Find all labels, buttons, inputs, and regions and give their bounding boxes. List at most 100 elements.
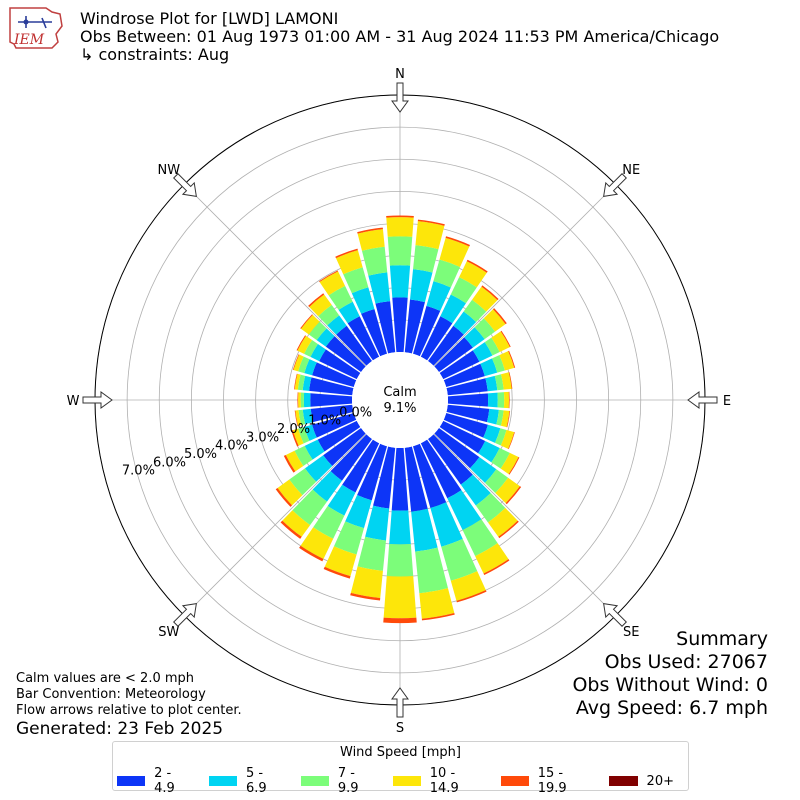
flow-arrow — [391, 82, 409, 113]
windrose-bar-segment — [413, 245, 439, 273]
windrose-bar-segment — [389, 510, 411, 545]
windrose-bar-segment — [298, 426, 310, 444]
windrose-bar-segment — [480, 358, 498, 377]
windrose-bar-segment — [373, 446, 396, 509]
windrose-bar-segment — [463, 299, 487, 322]
direction-label-e: E — [723, 394, 731, 409]
windrose-bar-segment — [492, 355, 505, 373]
windrose-bar-segment — [491, 331, 510, 353]
windrose-bar-segment — [472, 286, 498, 312]
windrose-bar-segment — [421, 613, 455, 621]
windrose-bar-segment — [319, 270, 339, 283]
windrose-bar-segment — [312, 412, 357, 438]
windrose-bar-segment — [325, 336, 366, 372]
windrose-bar-segment — [494, 428, 507, 446]
windrose-bar-segment — [317, 420, 361, 452]
windrose-bar-segment — [351, 287, 375, 314]
windrose-bar-segment — [450, 571, 486, 601]
windrose-bar-segment — [443, 412, 488, 438]
windrose-bar-segment — [300, 527, 334, 560]
windrose-bar-segment — [508, 432, 515, 450]
chart-title: Windrose Plot for [LWD] LAMONI — [80, 9, 339, 28]
windrose-bar-segment — [323, 566, 351, 579]
windrose-bar-segment — [459, 261, 487, 288]
obs-without-wind: Obs Without Wind: 0 — [572, 674, 768, 696]
windrose-bar-segment — [357, 443, 388, 501]
windrose-bar-segment — [430, 502, 463, 547]
windrose-bar-segment — [383, 617, 417, 624]
windrose-bar-segment — [319, 271, 346, 296]
windrose-bar-segment — [508, 350, 516, 368]
windrose-bar-segment — [292, 354, 300, 371]
windrose-bar-segment — [412, 305, 441, 357]
windrose-bar-segment — [368, 272, 391, 304]
windrose-bar-segment — [500, 372, 512, 390]
radial-tick-label: 3.0% — [246, 430, 279, 445]
windrose-bar-segment — [485, 375, 498, 392]
windrose-bar-segment — [335, 250, 363, 275]
radial-tick-label: 4.0% — [215, 439, 248, 454]
windrose-bar-segment — [415, 221, 445, 250]
windrose-bar-segment — [357, 229, 385, 251]
chart-constraints: ↳ constraints: Aug — [80, 45, 230, 64]
windrose-bar-segment — [450, 277, 477, 304]
windrose-bar-segment — [300, 314, 313, 329]
calm-circle — [352, 352, 448, 448]
windrose-bar-segment — [386, 543, 414, 577]
windrose-bar-segment — [304, 439, 325, 460]
windrose-bar-segment — [330, 434, 372, 481]
windrose-bar-segment — [478, 441, 500, 463]
direction-label-sw: SW — [158, 625, 179, 640]
flow-arrow — [603, 173, 627, 197]
windrose-bar-segment — [460, 474, 491, 506]
windrose-bar-segment — [350, 566, 383, 599]
flow-arrow-shape — [173, 603, 197, 627]
legend-item: 15 - 19.9 — [500, 766, 595, 796]
flow-arrow — [173, 603, 197, 627]
windrose-bar-segment — [298, 409, 306, 426]
windrose-bar-segment — [312, 362, 357, 388]
legend-title: Wind Speed [mph] — [340, 745, 461, 760]
flow-arrow — [173, 173, 197, 197]
flow-arrows — [82, 82, 718, 718]
windrose-bar-segment — [447, 490, 482, 531]
windrose-bar-segment — [297, 392, 299, 408]
windrose-bar-segment — [439, 420, 486, 454]
legend-swatch — [608, 776, 638, 786]
title-block: Windrose Plot for [LWD] LAMONI Obs Betwe… — [80, 10, 719, 64]
windrose-bar-segment — [365, 505, 390, 541]
windrose-bar-segment — [462, 519, 498, 557]
windrose-bar-segment — [498, 520, 519, 539]
windrose-bar-segment — [347, 316, 380, 361]
windrose-bar-segment — [318, 304, 340, 326]
windrose-bar-segment — [297, 335, 313, 354]
windrose-bar-segment — [404, 299, 425, 354]
summary-block: Summary Obs Used: 27067 Obs Without Wind… — [572, 628, 768, 720]
avg-speed: Avg Speed: 6.7 mph — [575, 697, 768, 719]
legend-label: 7 - 9.9 — [337, 766, 359, 796]
windrose-bar-segment — [319, 349, 361, 380]
windrose-bar-segment — [312, 471, 342, 502]
legend-label: 10 - 14.9 — [429, 766, 459, 796]
direction-label-s: S — [396, 721, 404, 736]
radial-tick-label: 5.0% — [184, 447, 217, 462]
windrose-bar-segment — [484, 469, 509, 493]
windrose-bar-segment — [275, 487, 293, 507]
legend-items: 2 - 4.9 5 - 6.9 7 - 9.9 10 - 14.9 15 - 19.9 2… — [117, 766, 688, 796]
windrose-bar-segment — [297, 374, 306, 391]
legend-label: 20+ — [646, 773, 674, 789]
windrose-bar-segment — [361, 246, 388, 276]
windrose-bar-segment — [420, 439, 462, 499]
windrose-bar-segment — [420, 316, 453, 361]
windrose-bar-segment — [496, 409, 504, 426]
windrose-bar-segment — [345, 494, 372, 529]
windrose-bar-segment — [336, 325, 372, 366]
windrose-bar-segment — [309, 294, 332, 317]
legend-item: 7 - 9.9 — [300, 766, 379, 796]
flow-arrow-shape — [173, 173, 197, 197]
windrose-bar-segment — [338, 301, 360, 324]
flow-arrow-shape — [82, 391, 113, 409]
radial-tick-label: 7.0% — [122, 464, 155, 479]
windrose-bar-segment — [357, 227, 383, 234]
legend-item: 5 - 6.9 — [208, 766, 287, 796]
